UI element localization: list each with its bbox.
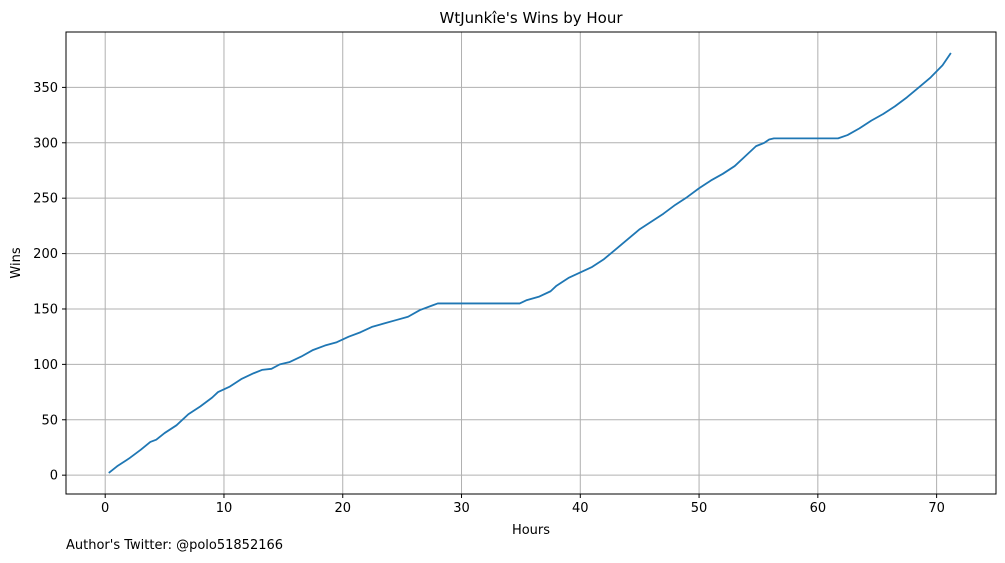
y-tick-label: 200: [33, 247, 58, 262]
y-tick-label: 0: [50, 469, 58, 484]
x-tick-label: 70: [928, 501, 945, 516]
x-tick-label: 50: [691, 501, 708, 516]
x-tick-label: 60: [810, 501, 827, 516]
y-tick-label: 150: [33, 302, 58, 317]
plot-area: [108, 52, 952, 474]
author-footnote: Author's Twitter: @polo51852166: [66, 538, 284, 553]
x-axis-label: Hours: [512, 523, 550, 538]
x-tick-label: 10: [216, 501, 233, 516]
y-tick-label: 100: [33, 358, 58, 373]
x-tick-label: 30: [453, 501, 470, 516]
plot-frame: [65, 31, 997, 495]
y-tick-label: 350: [33, 81, 58, 96]
series-line: [108, 52, 952, 474]
x-tick-label: 20: [334, 501, 351, 516]
x-tick-label: 40: [572, 501, 589, 516]
y-tick-label: 300: [33, 136, 58, 151]
y-axis-label: Wins: [9, 247, 24, 278]
ticks: 0 10 20 30 40 50 60 70 0 50 100 150 200 250 300 350: [33, 81, 945, 516]
y-tick-label: 50: [41, 413, 58, 428]
x-tick-label: 0: [101, 501, 109, 516]
grid: [66, 32, 996, 494]
chart-title: WtJunkîe's Wins by Hour: [440, 9, 624, 27]
y-tick-label: 250: [33, 192, 58, 207]
